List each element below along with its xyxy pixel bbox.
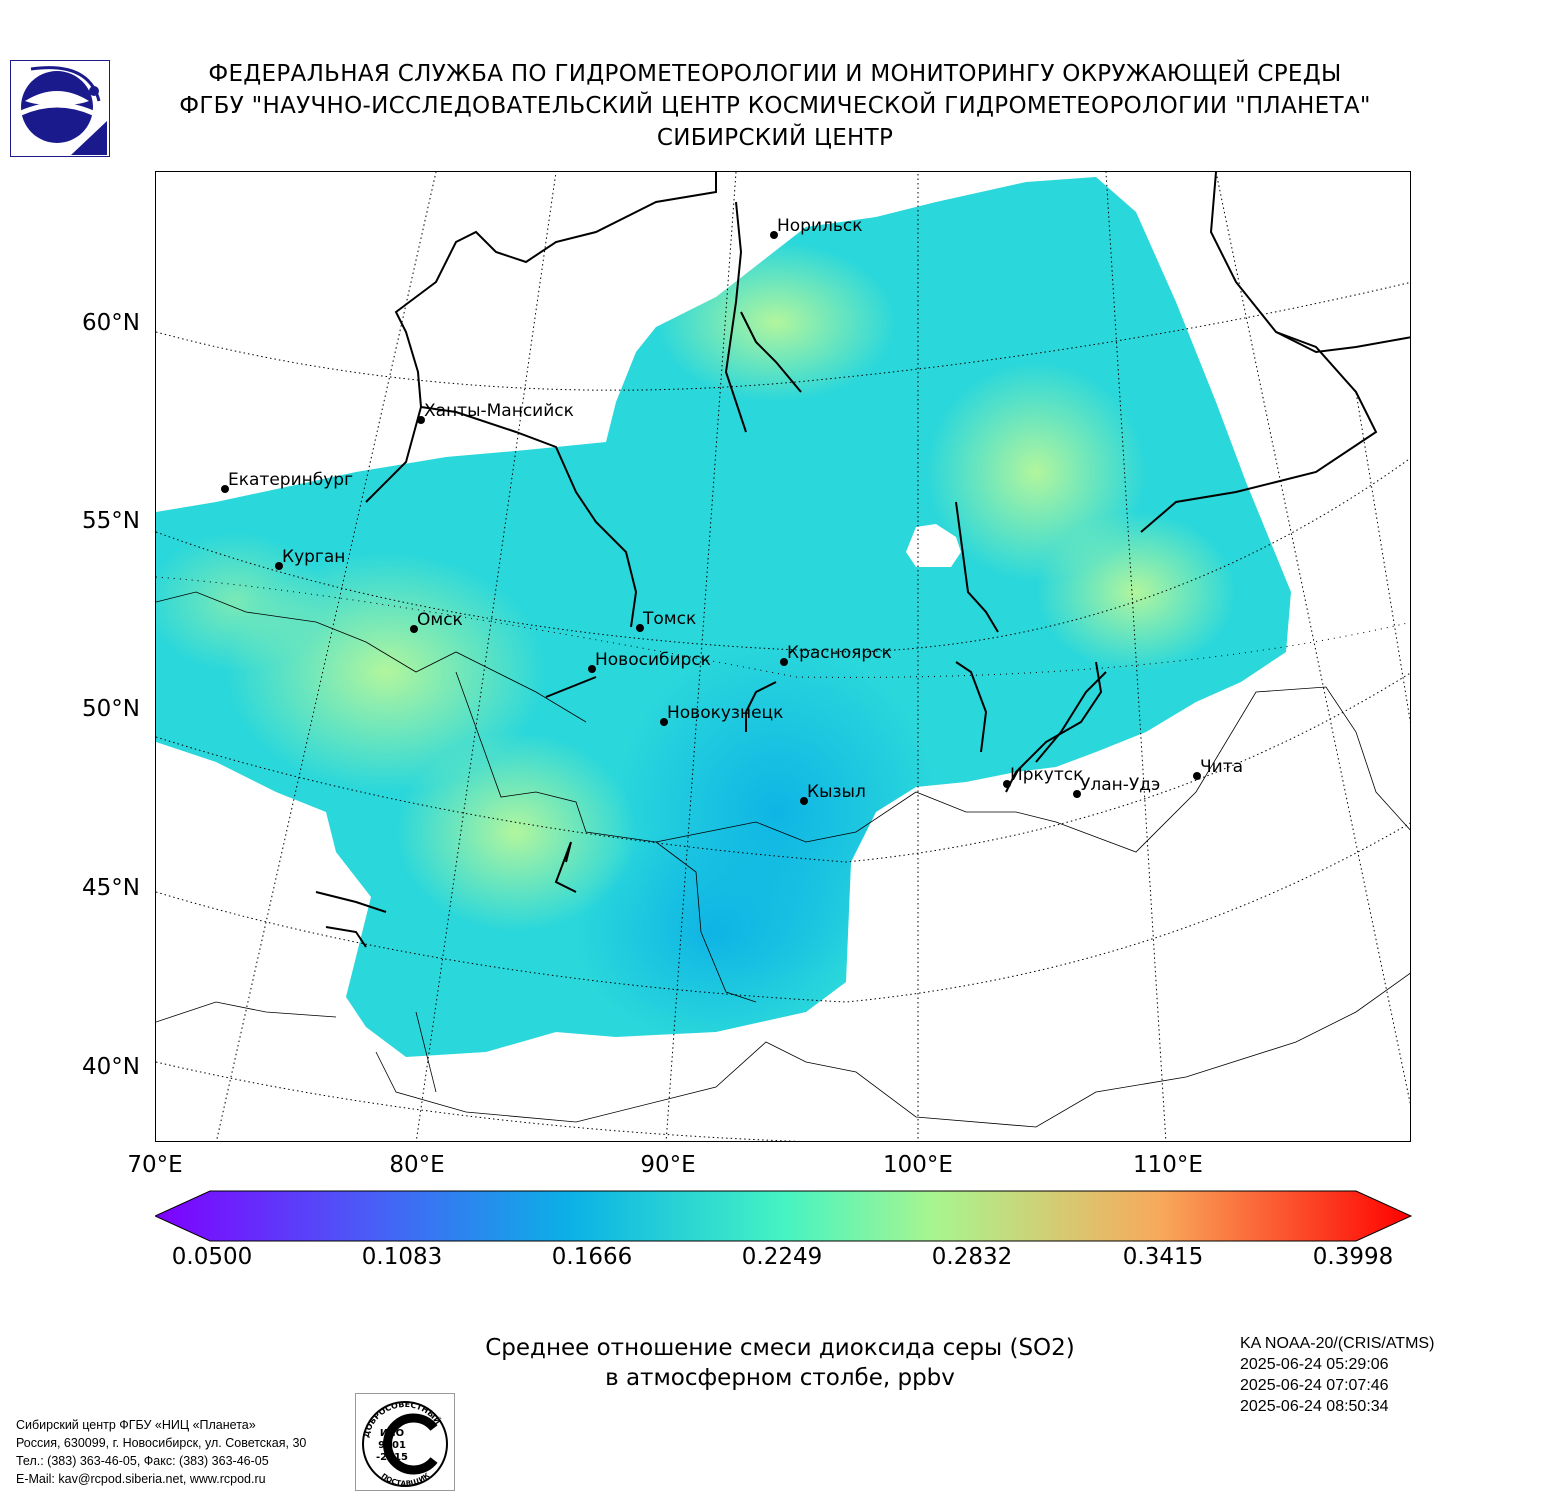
rivers-coast [315,172,1410,948]
title-line-2: в атмосферном столбе, ppbv [605,1365,955,1391]
city-4-marker [410,625,418,633]
city-7-marker [780,658,788,666]
city-6-label: Новосибирск [595,650,711,670]
lon-label-80: 80°E [389,1152,445,1178]
lat-label-50: 50°N [82,696,140,722]
city-8-marker [660,718,668,726]
iso-9001-badge: ДОБРОСОВЕСТНЫЙ ПОСТАВЩИК ИСО 9001 -2015 [355,1393,455,1491]
product-title: Среднее отношение смеси диоксида серы (S… [380,1333,1180,1393]
colorbar-tick-1: 0.1083 [361,1244,443,1270]
country-borders [156,591,1410,1128]
city-12-marker [800,797,808,805]
lat-label-40: 40°N [82,1054,140,1080]
colorbar [153,1190,1413,1246]
lat-label-45: 45°N [82,875,140,901]
roshydromet-logo [10,60,110,157]
city-4-label: Омск [417,610,463,630]
city-11-marker [1193,772,1201,780]
footer-line-4: E-Mail: kav@rcpod.siberia.net, www.rcpod… [16,1472,266,1486]
city-8-label: Новокузнецк [667,703,783,723]
header-line-1: ФЕДЕРАЛЬНАЯ СЛУЖБА ПО ГИДРОМЕТЕОРОЛОГИИ … [208,61,1342,87]
footer-line-1: Сибирский центр ФГБУ «НИЦ «Планета» [16,1418,256,1432]
svg-text:ПОСТАВЩИК: ПОСТАВЩИК [380,1471,432,1488]
colorbar-tick-5: 0.3415 [1122,1244,1204,1270]
iso-line-2: 9001 [378,1440,406,1451]
so2-field [156,177,1291,1057]
city-2-label: Екатеринбург [228,470,353,490]
city-1-label: Ханты-Мансийск [424,401,574,421]
city-1-marker [417,416,425,424]
so2-map: Норильск Ханты-Мансийск Екатеринбург Курган… [155,171,1411,1142]
iso-line-3: -2015 [376,1452,408,1463]
satellite-name: KA NOAA-20/(CRIS/ATMS) [1240,1335,1435,1352]
no-data-gap [906,524,961,567]
city-2-marker [221,485,229,493]
city-5-marker [636,624,644,632]
lon-label-70: 70°E [127,1152,183,1178]
lon-label-90: 90°E [640,1152,696,1178]
colorbar-tick-3: 0.2249 [741,1244,823,1270]
city-0-marker [770,231,778,239]
graticule [156,172,1410,1141]
city-10-label: Улан-Удэ [1080,775,1160,795]
colorbar-tick-0: 0.0500 [171,1244,253,1270]
title-line-1: Среднее отношение смеси диоксида серы (S… [485,1335,1075,1361]
colorbar-tick-2: 0.1666 [551,1244,633,1270]
city-0-label: Норильск [777,216,863,236]
lon-label-110: 110°E [1133,1152,1203,1178]
city-12-label: Кызыл [807,782,866,802]
colorbar-tick-4: 0.2832 [931,1244,1013,1270]
pass-time-3: 2025-06-24 08:50:34 [1240,1398,1389,1415]
city-9-label: Иркутск [1010,765,1083,785]
header: ФЕДЕРАЛЬНАЯ СЛУЖБА ПО ГИДРОМЕТЕОРОЛОГИИ … [0,58,1550,154]
city-10-marker [1073,790,1081,798]
pass-time-2: 2025-06-24 07:07:46 [1240,1377,1389,1394]
footer-line-2: Россия, 630099, г. Новосибирск, ул. Сове… [16,1436,307,1450]
iso-line-1: ИСО [380,1428,404,1439]
city-9-marker [1003,780,1011,788]
lat-label-55: 55°N [82,508,140,534]
iso-bottom-text: ПОСТАВЩИК [380,1471,432,1488]
lat-label-60: 60°N [82,310,140,336]
lon-label-100: 100°E [883,1152,953,1178]
header-line-3: СИБИРСКИЙ ЦЕНТР [656,125,894,151]
city-11-label: Чита [1200,757,1243,777]
city-6-marker [588,665,596,673]
footer-line-3: Тел.: (383) 363-46-05, Факс: (383) 363-4… [16,1454,269,1468]
city-3-marker [275,562,283,570]
city-7-label: Красноярск [787,643,892,663]
city-3-label: Курган [282,547,345,567]
header-line-2: ФГБУ "НАУЧНО-ИССЛЕДОВАТЕЛЬСКИЙ ЦЕНТР КОС… [179,93,1371,119]
pass-time-1: 2025-06-24 05:29:06 [1240,1356,1389,1373]
footer-contacts: Сибирский центр ФГБУ «НИЦ «Планета» Росс… [16,1416,306,1488]
satellite-info: KA NOAA-20/(CRIS/ATMS) 2025-06-24 05:29:… [1240,1333,1434,1417]
colorbar-tick-6: 0.3998 [1312,1244,1394,1270]
city-5-label: Томск [642,609,696,629]
